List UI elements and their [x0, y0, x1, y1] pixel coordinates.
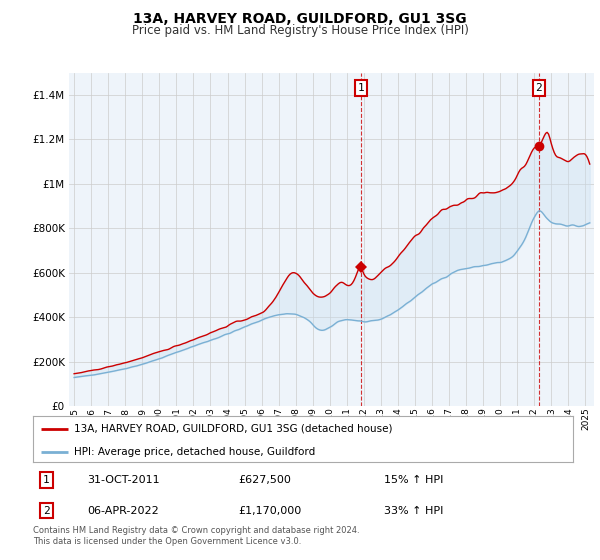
Text: 31-OCT-2011: 31-OCT-2011 — [87, 475, 160, 485]
Text: 06-APR-2022: 06-APR-2022 — [87, 506, 159, 516]
Text: 33% ↑ HPI: 33% ↑ HPI — [384, 506, 443, 516]
Text: 1: 1 — [358, 83, 364, 93]
Text: 2: 2 — [536, 83, 542, 93]
Text: 13A, HARVEY ROAD, GUILDFORD, GU1 3SG (detached house): 13A, HARVEY ROAD, GUILDFORD, GU1 3SG (de… — [74, 424, 392, 434]
Text: 2: 2 — [43, 506, 50, 516]
Text: 1: 1 — [43, 475, 50, 485]
Text: Price paid vs. HM Land Registry's House Price Index (HPI): Price paid vs. HM Land Registry's House … — [131, 24, 469, 36]
Text: Contains HM Land Registry data © Crown copyright and database right 2024.
This d: Contains HM Land Registry data © Crown c… — [33, 526, 359, 546]
Text: HPI: Average price, detached house, Guildford: HPI: Average price, detached house, Guil… — [74, 447, 315, 457]
Text: £627,500: £627,500 — [238, 475, 291, 485]
Text: 13A, HARVEY ROAD, GUILDFORD, GU1 3SG: 13A, HARVEY ROAD, GUILDFORD, GU1 3SG — [133, 12, 467, 26]
Text: 15% ↑ HPI: 15% ↑ HPI — [384, 475, 443, 485]
Text: £1,170,000: £1,170,000 — [238, 506, 301, 516]
